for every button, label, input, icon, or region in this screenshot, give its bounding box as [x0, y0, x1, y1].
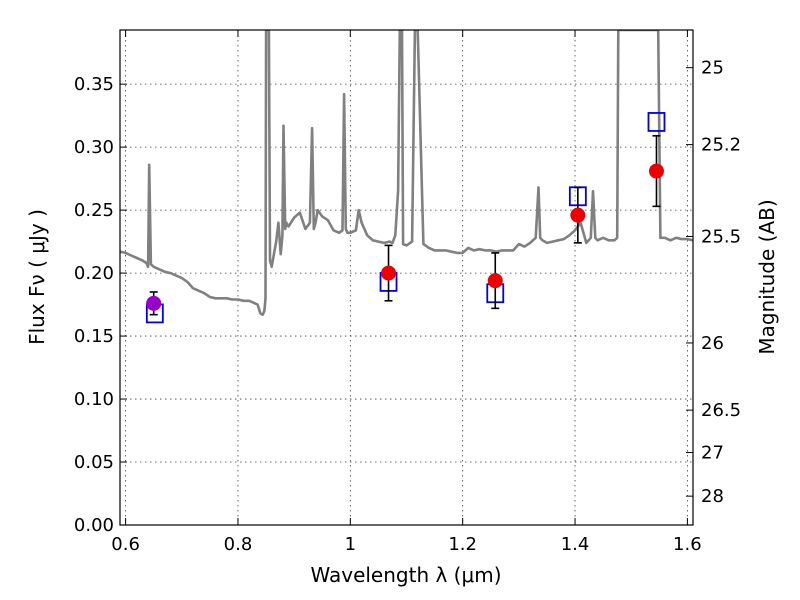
mag-tick-label: 26 — [701, 333, 724, 354]
y-tick-label: 0.20 — [74, 263, 114, 284]
model-photometry-square — [647, 112, 666, 132]
x-axis-label: Wavelength λ (μm) — [310, 563, 501, 587]
y-tick-label: 0.10 — [74, 389, 114, 410]
x-tick-label: 1.2 — [448, 534, 477, 555]
data-points-layer — [145, 112, 666, 324]
y-axis-label: Flux Fν ( μJy ) — [25, 209, 49, 345]
grid-lines — [120, 30, 693, 526]
x-tick-label: 1 — [345, 534, 356, 555]
observed-photometry-point — [648, 163, 664, 179]
mag-tick-label: 27 — [701, 443, 724, 464]
y-axis-right-label: Magnitude (AB) — [755, 199, 779, 354]
y-tick-label: 0.30 — [74, 137, 114, 158]
axis-ticks: 0.6 0.8 1 1.2 1.4 1.6 0.00 0.05 0.10 0.15 0.20 0.25… — [74, 30, 741, 555]
x-tick-label: 1.6 — [673, 534, 702, 555]
mag-tick-label: 25.5 — [701, 226, 741, 247]
x-tick-label: 0.6 — [111, 534, 140, 555]
y-tick-label: 0.15 — [74, 326, 114, 347]
x-tick-label: 1.4 — [561, 534, 590, 555]
observed-photometry-point — [570, 207, 586, 223]
y-tick-label: 0.00 — [74, 515, 114, 536]
model-spectrum-layer — [120, 30, 693, 316]
observed-photometry-point — [381, 265, 397, 281]
y-tick-label: 0.25 — [74, 200, 114, 221]
x-tick-label: 0.8 — [224, 534, 253, 555]
plot-frame — [119, 29, 694, 526]
mag-tick-label: 25 — [701, 58, 724, 79]
observed-photometry-point — [487, 273, 503, 289]
mag-tick-label: 26.5 — [701, 400, 741, 421]
y-tick-label: 0.05 — [74, 452, 114, 473]
mag-tick-label: 28 — [701, 486, 724, 507]
mag-tick-label: 25.2 — [701, 135, 741, 156]
y-tick-label: 0.35 — [74, 74, 114, 95]
model-spectrum-line — [120, 30, 693, 316]
observed-photometry-point — [146, 295, 162, 311]
